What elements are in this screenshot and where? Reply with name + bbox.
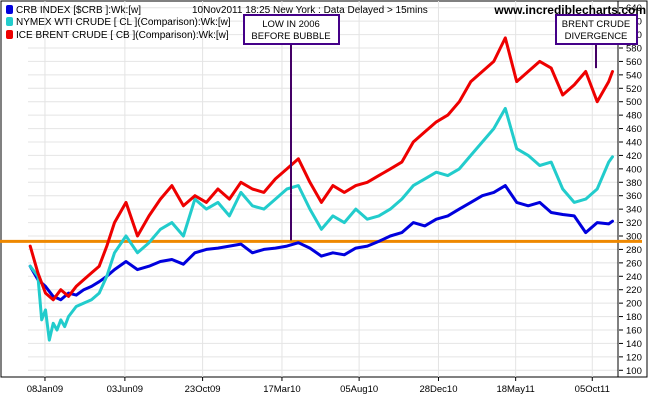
x-axis: 08Jan09 03Jun09 23Oct09 17Mar10 05Aug10 28Dec… [27, 377, 610, 395]
y-tick-label: 540 [626, 70, 642, 81]
x-tick-label: 18May11 [496, 384, 534, 395]
annotation-box-low-2006 [243, 14, 340, 45]
y-tick-label: 380 [626, 178, 642, 189]
legend-swatch-wti [6, 17, 13, 26]
y-tick-label: 140 [626, 339, 642, 350]
legend-label-wti: NYMEX WTI CRUDE [ CL ](Comparison):Wk:[w… [16, 17, 231, 28]
legend: CRB INDEX [$CRB ]:Wk:[w] NYMEX WTI CRUDE… [6, 5, 231, 41]
y-tick-label: 240 [626, 272, 642, 283]
y-tick-label: 280 [626, 245, 642, 256]
legend-item-wti: NYMEX WTI CRUDE [ CL ](Comparison):Wk:[w… [6, 17, 231, 28]
x-tick-label: 23Oct09 [185, 384, 221, 395]
x-tick-label: 03Jun09 [107, 384, 143, 395]
x-tick-label: 28Dec10 [419, 384, 457, 395]
y-tick-label: 200 [626, 299, 642, 310]
legend-item-crb: CRB INDEX [$CRB ]:Wk:[w] [6, 5, 141, 16]
y-tick-label: 360 [626, 191, 642, 202]
y-tick-label: 500 [626, 97, 642, 108]
legend-label-crb: CRB INDEX [$CRB ]:Wk:[w] [16, 5, 141, 16]
annotation-box-divergence [555, 14, 638, 45]
nymex-wti-line [28, 106, 614, 342]
grid [28, 1, 618, 377]
legend-swatch-brent [6, 30, 13, 39]
annotation-text-line2: BEFORE BUBBLE [251, 31, 330, 42]
ice-brent-line [28, 36, 614, 302]
annotation-text-line1: BRENT CRUDE [562, 19, 630, 30]
crb-index-line [28, 184, 614, 302]
data-source-line: 10Nov2011 18:25 New York : Data Delayed … [192, 5, 428, 16]
y-tick-label: 260 [626, 258, 642, 269]
y-tick-label: 320 [626, 218, 642, 229]
y-tick-label: 340 [626, 205, 642, 216]
x-tick-label: 08Jan09 [27, 384, 63, 395]
legend-item-brent: ICE BRENT CRUDE [ CB ](Comparison):Wk:[w… [6, 30, 229, 41]
annotation-pointers [290, 44, 597, 241]
y-tick-label: 440 [626, 138, 642, 149]
annotation-text-line1: LOW IN 2006 [262, 19, 320, 30]
y-tick-label: 420 [626, 151, 642, 162]
y-tick-label: 520 [626, 84, 642, 95]
plot-frame [0, 0, 648, 378]
y-tick-label: 220 [626, 285, 642, 296]
y-tick-label: 400 [626, 164, 642, 175]
annotation-text-line2: DIVERGENCE [565, 31, 628, 42]
y-tick-label: 640 [626, 3, 642, 14]
y-tick-label: 300 [626, 232, 642, 243]
y-tick-label: 580 [626, 44, 642, 55]
annotation-low-2006: LOW IN 2006 BEFORE BUBBLE [243, 14, 340, 45]
y-tick-label: 460 [626, 124, 642, 135]
legend-swatch-crb [6, 5, 13, 14]
y-tick-label: 180 [626, 312, 642, 323]
legend-label-brent: ICE BRENT CRUDE [ CB ](Comparison):Wk:[w… [16, 30, 229, 41]
site-watermark: www.incrediblecharts.com [493, 3, 646, 17]
x-tick-label: 17Mar10 [263, 384, 301, 395]
y-axis: 100 120 140 160 180 200 220 240 260 280 300 320 340 3… [617, 1, 642, 377]
annotation-divergence: BRENT CRUDE DIVERGENCE [555, 14, 638, 45]
series-lines [28, 36, 614, 342]
y-tick-label: 100 [626, 366, 642, 377]
y-tick-label: 560 [626, 57, 642, 68]
y-tick-label: 160 [626, 326, 642, 337]
x-tick-label: 05Oct11 [575, 384, 610, 395]
y-tick-label: 120 [626, 352, 642, 363]
x-tick-label: 05Aug10 [340, 384, 378, 395]
y-tick-label: 480 [626, 111, 642, 122]
